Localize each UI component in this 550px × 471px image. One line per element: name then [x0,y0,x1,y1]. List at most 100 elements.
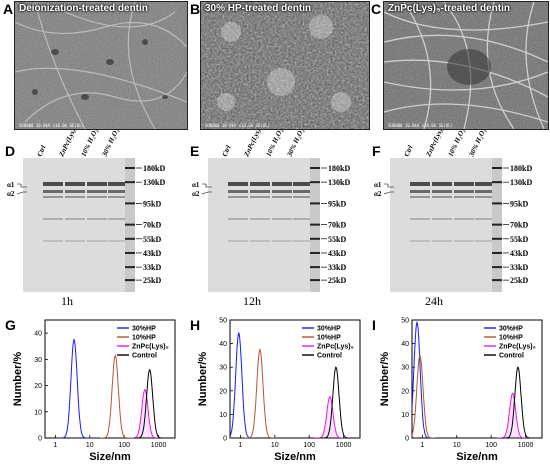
gel-chain-pointer [202,183,212,188]
gel-ladder-band [125,181,135,184]
gel-band-alpha2 [87,190,107,193]
dls-x-tick-label: 10 [271,442,279,449]
gel-background [390,158,500,292]
gel-lane-label: 30% H₂O₂ [467,130,488,159]
sem-title-b: 30% HP-treated dentin [205,3,312,14]
gel-ladder-band [310,237,320,240]
dls-legend-label: Control [499,353,524,360]
dls-legend-label: ZnPc(Lys)₅ [317,344,354,351]
gel-band-alpha1 [250,182,270,186]
dls-panel-letter: G [5,317,16,333]
gel-band-minor [272,240,292,242]
gel-marker-label: 55kD [510,235,528,244]
dls-legend-label: ZnPc(Lys)₅ [132,344,169,351]
gel-marker-label: 95kD [143,199,161,208]
dls-legend-label: 30%HP [317,326,341,333]
dls-panel-letter: I [372,317,376,333]
gel-ladder-band [125,237,135,240]
gel-band-minor [432,240,452,242]
dls-panels: G1 10 100 1000010203040Size/nmNumber/%30%HP… [5,317,543,463]
gel-marker-label: 55kD [143,235,161,244]
gel-lane-label: ZnPc(Lys)₅ [57,130,79,159]
dls-y-tick-label: 50 [219,318,227,325]
gel-band-alpha1 [293,182,313,186]
gel-band-alpha1 [432,182,452,186]
dls-x-tick-label: 100 [118,442,130,449]
dls-y-axis-label: Number/% [12,352,24,407]
gel-letter: D [5,143,15,159]
gel-chain-alpha1: α1 [374,181,382,189]
sem-image-deionization: Deionization-treated dentin SU8000 10.0k… [14,1,188,130]
gel-ladder-band [492,266,502,269]
gel-marker-label: 43kD [328,249,346,258]
dls-x-axis-label: Size/nm [456,451,498,463]
dls-legend-label: 30%HP [132,326,156,333]
dls-x-tick-label: 1 [238,442,242,449]
dls-y-tick-label: 40 [34,331,42,338]
gel-ladder-band [310,251,320,254]
dls-series-line [320,366,352,438]
gel-band-minor [475,218,495,220]
gel-lane-label: ZnPc(Lys)₅ [242,130,264,159]
dls-x-tick-label: 10 [86,442,94,449]
dls-legend-label: 30%HP [499,326,523,333]
gel-chain-alpha2: α2 [192,190,200,198]
dls-x-tick-label: 1000 [336,442,352,449]
gel-ladder-band [492,167,502,169]
gel-ladder-band [125,266,135,269]
gel-band-alpha1 [43,182,63,186]
sem-texture-c [384,2,548,129]
dls-series-line [314,395,346,438]
gel-band-alpha1 [475,182,495,186]
sem-title-a: Deionization-treated dentin [19,3,148,14]
gel-band-minor [87,196,107,198]
dls-y-tick-label: 20 [401,388,409,395]
gel-band-alpha2 [475,190,495,193]
gel-f: F Ctrl ZnPc(Lys)₅ 10% H₂O₂ 30% H₂O₂ 180kD 130k… [372,130,532,305]
gel-band-minor [272,218,292,220]
dls-x-tick-label: 1000 [518,442,534,449]
gel-chain-alpha2: α2 [374,190,382,198]
dls-y-tick-label: 10 [34,409,42,416]
gel-lane-label: ZnPc(Lys)₅ [424,130,446,159]
dls-series-line [244,348,276,438]
gel-time-label: 24h [425,294,443,305]
gel-band-minor [293,218,313,220]
gel-band-alpha2 [410,190,430,193]
gel-ladder-band [492,181,502,184]
gel-time-label: 12h [243,294,261,305]
dls-x-axis-label: Size/nm [274,451,316,463]
gel-band-minor [43,218,63,220]
dls-series-fill [314,396,346,438]
gel-chain-pointer [17,183,27,188]
gel-band-alpha1 [454,182,474,186]
dls-chart-i: I 1 10 100 1000 0 10 20 30 40 50 Size/nm Number/% 30%… [372,317,543,463]
dls-legend-label: 10%HP [317,335,341,342]
gel-band-minor [410,218,430,220]
sem-title-c: ZnPc(Lys)₅-treated dentin [388,3,511,14]
gel-band-minor [293,196,313,198]
sem-footer-b: SU8000 10.0kV x10.0k SE(UL) [205,123,271,128]
gel-band-alpha2 [108,190,128,193]
dls-series-line [412,354,436,438]
gel-lane-label: Ctrl [36,144,48,158]
gel-ladder-band [492,202,502,205]
gel-band-alpha1 [87,182,107,186]
gel-ladder-band [492,223,502,226]
dls-legend-label: 10%HP [132,335,156,342]
gel-chain-pointer [383,191,394,195]
gel-marker-label: 33kD [510,263,528,272]
sem-texture-b [201,2,369,129]
gel-band-alpha2 [432,190,452,193]
gel-marker-label: 70kD [510,221,528,230]
gel-lane-label: 30% H₂O₂ [100,130,121,159]
panel-letter-c: C [371,1,382,17]
dls-y-tick-label: 40 [401,341,409,348]
dls-legend-label: Control [317,353,342,360]
gel-marker-label: 95kD [328,199,346,208]
dls-series-line [58,338,90,438]
gel-ladder-band [125,223,135,226]
gel-band-minor [65,196,85,198]
gel-band-alpha2 [65,190,85,193]
sem-footer-a: SU8000 10.0kV x10.0k SE(UL) [19,123,85,128]
